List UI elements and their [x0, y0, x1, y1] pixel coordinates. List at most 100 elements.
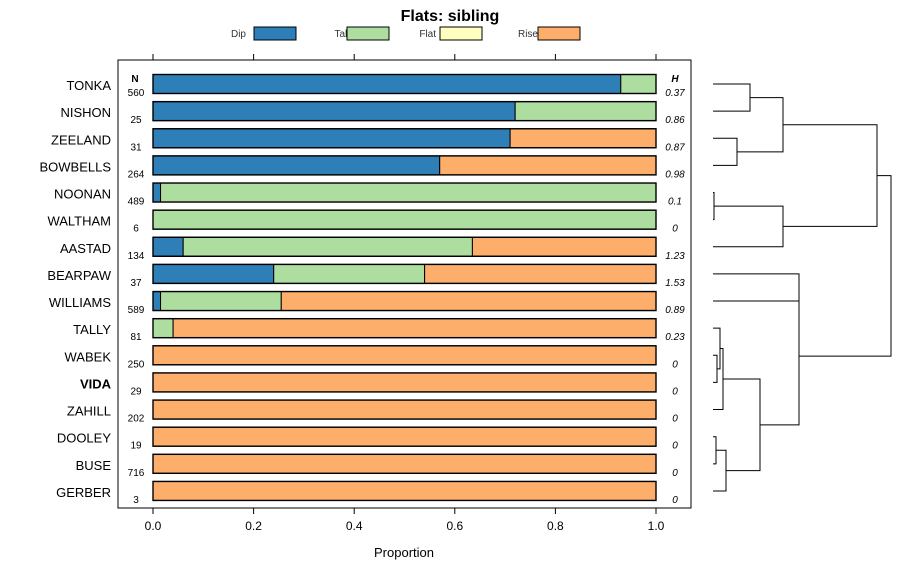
bar-outline-tonka [152, 73, 657, 95]
h-value-wabek: 0 [672, 359, 678, 370]
n-value-dooley: 19 [130, 441, 142, 452]
bar-segment-gerber-rise [152, 480, 657, 501]
h-value-bearpaw: 1.53 [665, 278, 685, 289]
dendro-link-ce [783, 124, 878, 227]
dendro-link-l-gerber [713, 449, 727, 492]
bar-segment-dooley-rise [152, 426, 657, 447]
bar-outline-nishon [152, 100, 657, 122]
row-label-waltham: WALTHAM [47, 214, 111, 229]
row-label-zeeland: ZEELAND [51, 132, 111, 147]
x-axis: 0.0 0.2 0.4 0.6 0.8 1.0 [145, 54, 665, 533]
bar-segment-aastad-dip [152, 236, 184, 257]
bar-outline-tally [152, 317, 657, 339]
dendro-link-noonan-waltham [713, 192, 715, 221]
h-value-tally: 0.23 [665, 332, 685, 343]
row-label-bearpaw: BEARPAW [47, 268, 111, 283]
row-label-zahill: ZAHILL [67, 404, 111, 419]
bar-outline-bowbells [152, 155, 657, 176]
n-value-williams: 589 [128, 305, 145, 316]
bar-segment-wabek-rise [152, 345, 657, 366]
bar-segment-aastad-rise [471, 236, 657, 257]
bar-segment-bearpaw-talf [273, 263, 426, 284]
dendrogram [713, 83, 892, 492]
bar-outline-noonan [152, 182, 657, 203]
n-value-waltham: 6 [133, 224, 139, 235]
bar-segment-zahill-rise [152, 399, 657, 420]
bar-segment-bowbells-rise [439, 155, 657, 176]
h-value-dooley: 0 [672, 441, 678, 452]
bar-segment-aastad-talf [182, 236, 473, 257]
bar-outline-bearpaw [152, 263, 657, 285]
bar-segment-bowbells-dip [152, 155, 441, 176]
x-tick-label-5: 1.0 [648, 519, 665, 533]
n-column-header: N [131, 74, 138, 85]
bar-row-aastad: AASTAD 134 1.23 [60, 236, 685, 262]
bar-row-tally: TALLY 81 0.23 [73, 317, 685, 343]
row-label-noonan: NOONAN [54, 187, 111, 202]
h-value-bowbells: 0.98 [665, 169, 685, 180]
n-value-zahill: 202 [128, 414, 145, 425]
h-value-buse: 0 [672, 468, 678, 479]
bar-outline-aastad [152, 236, 657, 257]
dendro-link-ab [737, 97, 784, 153]
dendro-link-km [723, 378, 761, 472]
bar-segment-bearpaw-rise [424, 263, 657, 284]
bar-outline-zahill [152, 399, 657, 420]
bar-segment-tonka-talf [620, 74, 657, 94]
n-value-zeeland: 31 [130, 142, 142, 153]
x-tick-label-4: 0.8 [547, 519, 564, 533]
bar-row-zahill: ZAHILL 202 0 [67, 399, 678, 425]
dendro-link-tonka-nishon [713, 83, 751, 112]
bar-outline-waltham [152, 209, 657, 230]
x-tick-label-3: 0.6 [446, 519, 463, 533]
chart-title: Flats: sibling [401, 8, 500, 25]
bar-segment-bearpaw-dip [152, 263, 275, 284]
bar-segment-nishon-dip [152, 101, 516, 122]
bar-segment-buse-rise [152, 453, 657, 474]
n-value-aastad: 134 [128, 251, 145, 262]
bar-rows: TONKA 560 0.37 NISHON 25 0.86 ZEELAND 31 0.87 BOW… [39, 73, 685, 506]
legend-swatch-flat [439, 26, 483, 41]
bar-row-buse: BUSE 716 0 [76, 453, 678, 479]
x-tick-label-1: 0.2 [245, 519, 262, 533]
row-label-nishon: NISHON [60, 105, 111, 120]
dendro-link-d-aastad [713, 205, 784, 248]
h-column-header: H [671, 74, 679, 85]
row-label-vida: VIDA [80, 376, 112, 391]
bar-row-dooley: DOOLEY 19 0 [57, 426, 678, 452]
dendro-link-j-zahill [713, 348, 724, 411]
bar-row-waltham: WALTHAM 6 0 [47, 209, 678, 235]
bar-row-bowbells: BOWBELLS 264 0.98 [39, 155, 685, 180]
legend-label-rise: Rise [518, 29, 538, 40]
row-label-dooley: DOOLEY [57, 431, 112, 446]
n-value-bowbells: 264 [128, 169, 145, 180]
legend-swatch-talf [346, 26, 390, 41]
bar-segment-tally-talf [152, 318, 174, 339]
h-value-tonka: 0.37 [665, 88, 685, 99]
row-label-tally: TALLY [73, 322, 111, 337]
row-label-wabek: WABEK [65, 349, 112, 364]
bar-segment-waltham-talf [152, 209, 657, 230]
h-value-waltham: 0 [672, 224, 678, 235]
legend-swatch-rise [537, 26, 581, 41]
h-value-aastad: 1.23 [665, 251, 685, 262]
row-label-williams: WILLIAMS [49, 295, 111, 310]
row-label-gerber: GERBER [56, 485, 111, 500]
row-label-bowbells: BOWBELLS [39, 159, 111, 174]
dendro-link-gn [760, 287, 800, 426]
bar-segment-williams-rise [280, 291, 657, 312]
h-value-nishon: 0.86 [665, 115, 685, 126]
bar-outline-vida [152, 372, 657, 393]
bar-row-vida: VIDA 29 0 [80, 372, 678, 397]
legend-label-talf: Talf [334, 29, 350, 40]
bar-row-williams: WILLIAMS 589 0.89 [49, 290, 685, 316]
bar-row-gerber: GERBER 3 0 [56, 480, 678, 506]
bar-row-bearpaw: BEARPAW 37 1.53 [47, 263, 685, 289]
h-value-zeeland: 0.87 [665, 142, 685, 153]
n-value-vida: 29 [130, 386, 142, 397]
bar-segment-williams-dip [152, 291, 162, 312]
bar-row-noonan: NOONAN 489 0.1 [54, 182, 682, 208]
n-value-tonka: 560 [128, 88, 145, 99]
x-axis-title: Proportion [374, 545, 434, 560]
